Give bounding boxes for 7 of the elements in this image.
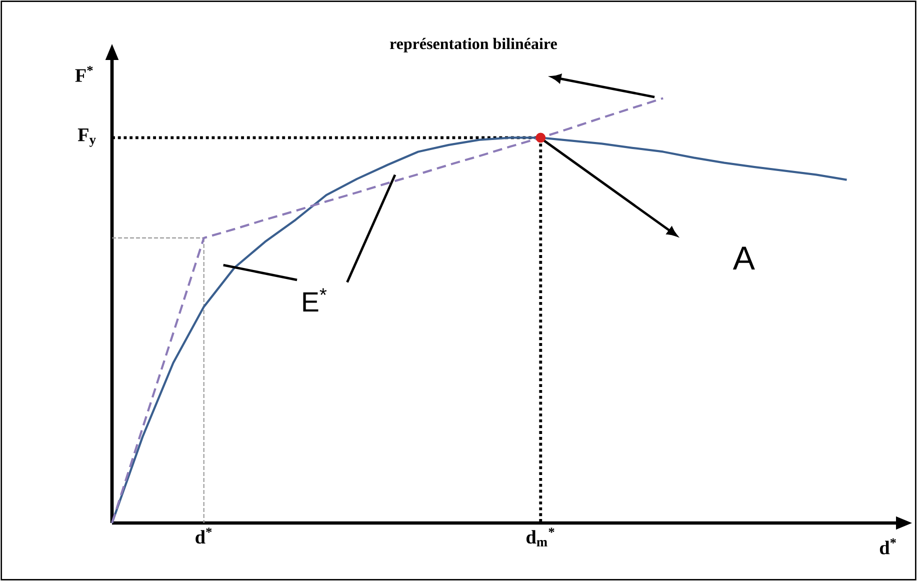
text: F$_{y}$ xyxy=(78,128,96,147)
text: représentation bilinéaire xyxy=(390,38,557,52)
annotation: E$^{*}$ xyxy=(303,288,327,312)
x-axis-title: d$^{*}$ xyxy=(880,538,896,554)
annotation: A xyxy=(732,246,755,270)
x-tick-label: d$_{m}$* xyxy=(526,528,554,546)
y-axis-title: F$^{*}$ xyxy=(75,66,93,82)
